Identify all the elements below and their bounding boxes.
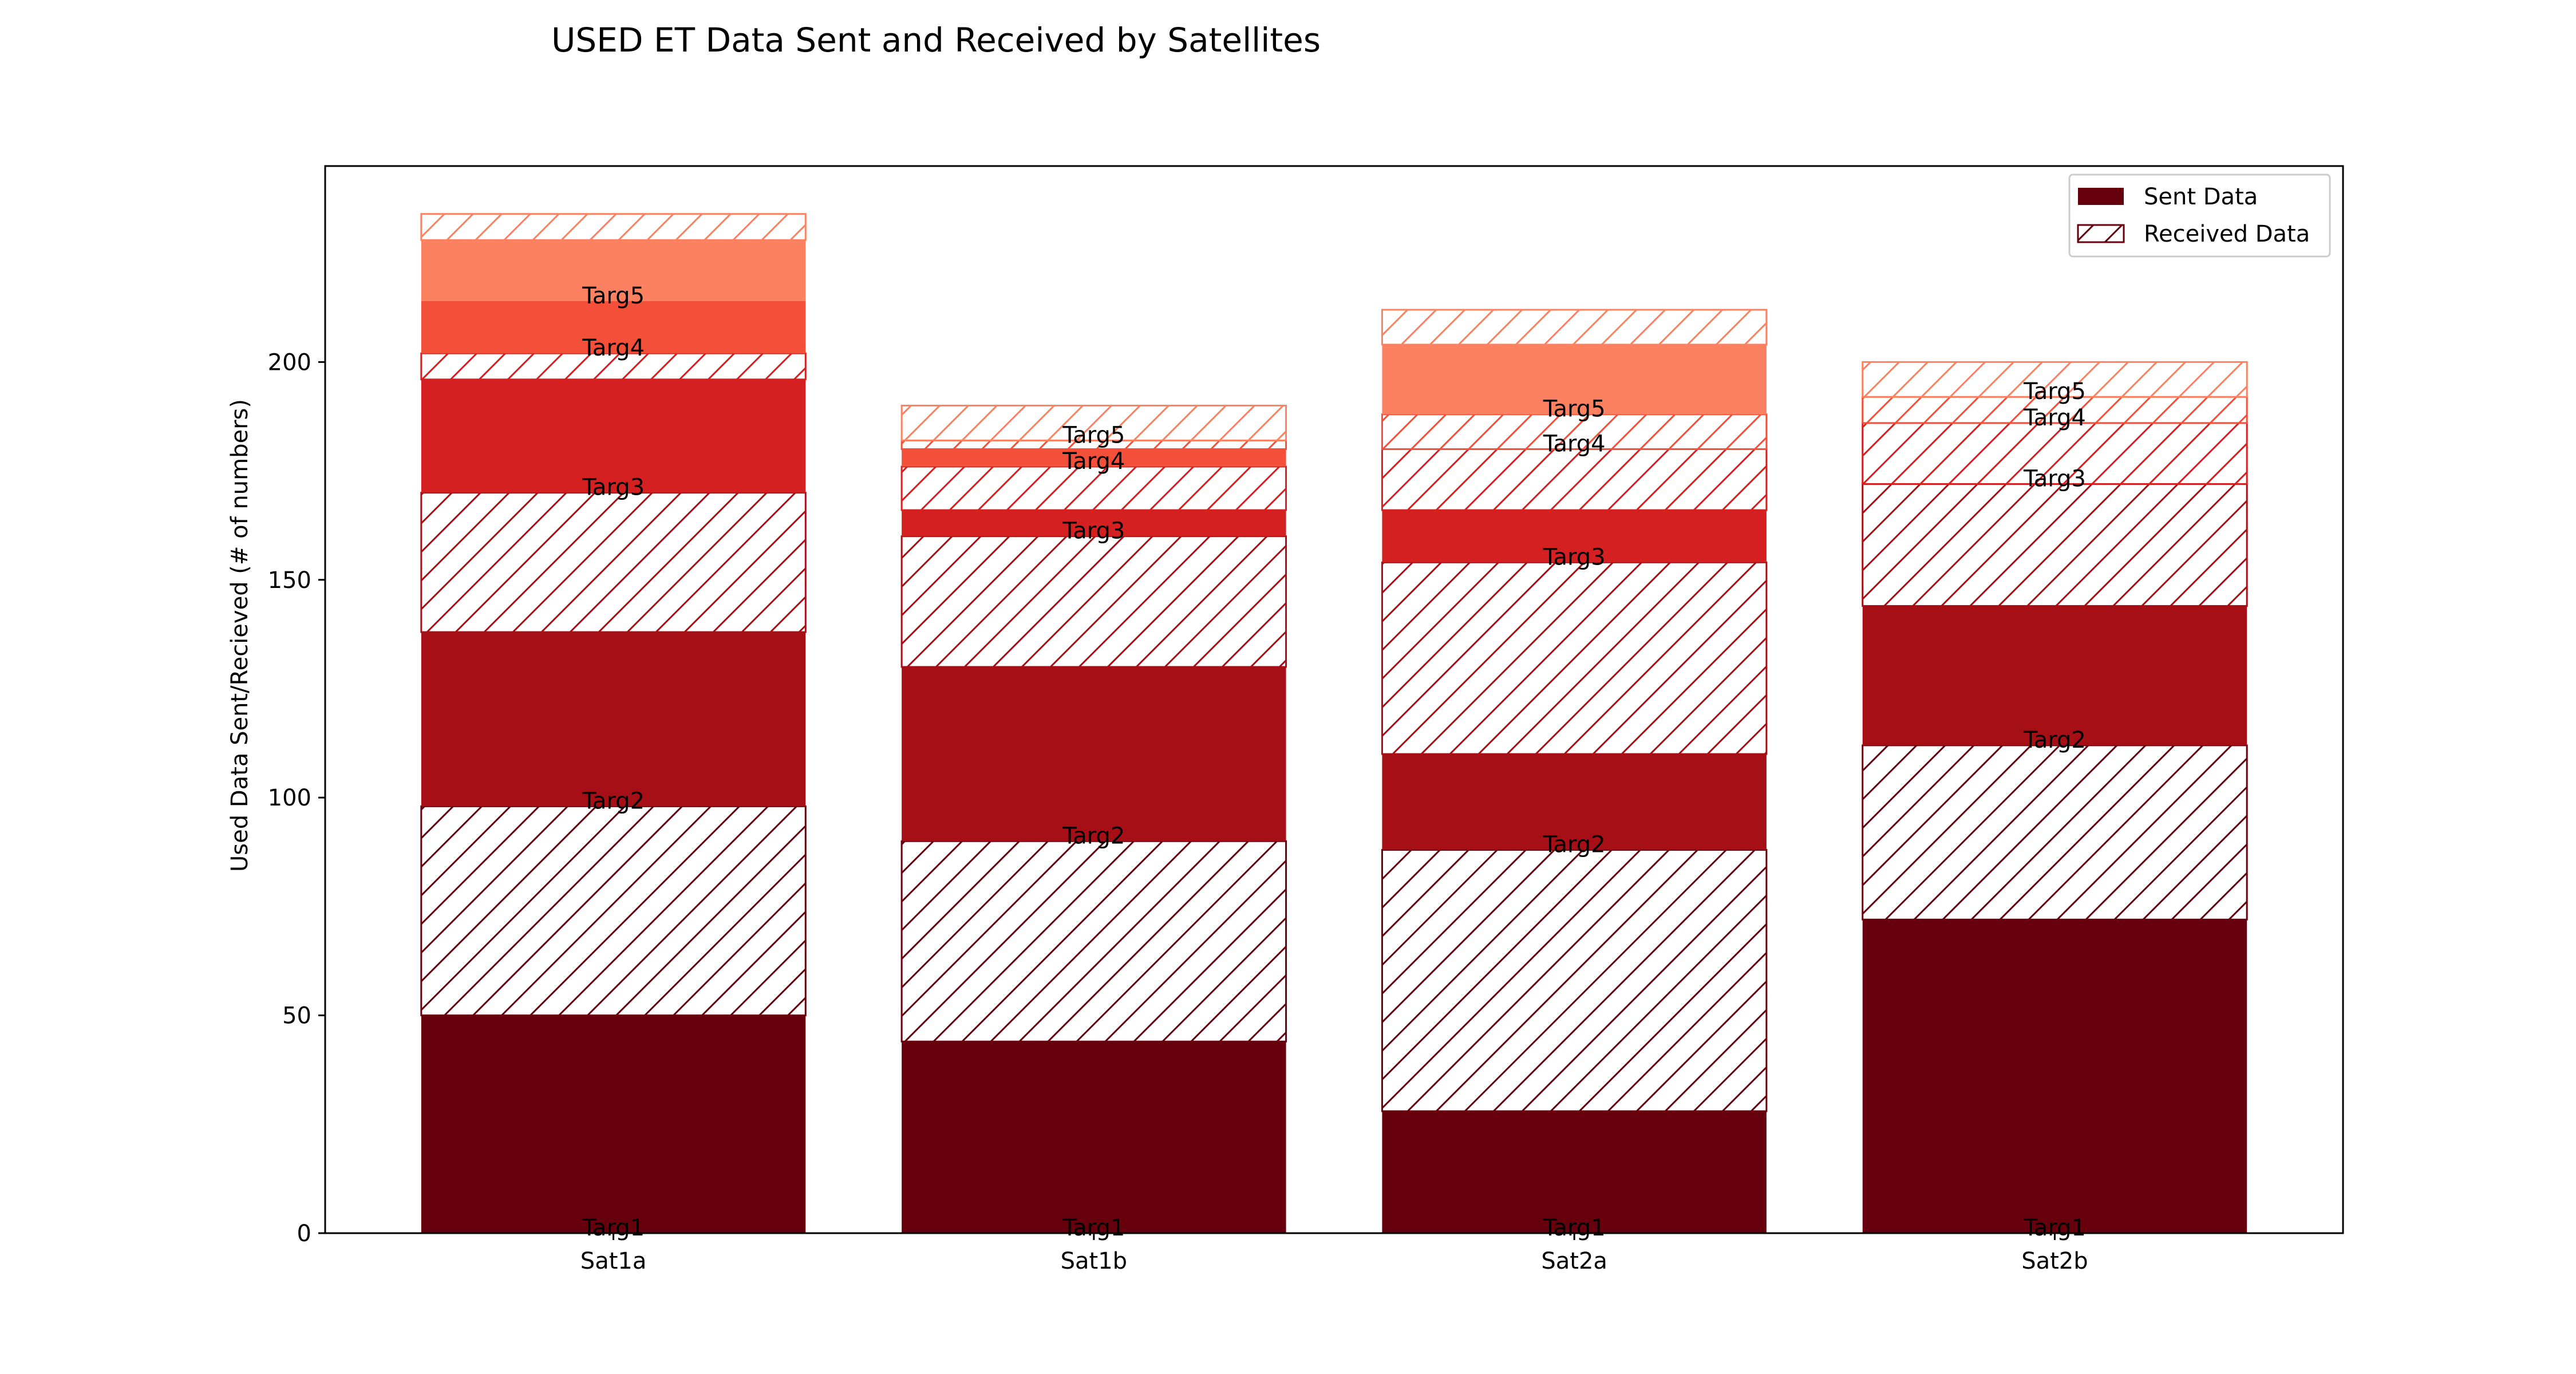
y-tick-label: 100 (268, 785, 311, 811)
bar-received-sat2a-targ3 (1381, 448, 1768, 511)
legend-label-received: Received Data (2144, 221, 2310, 247)
segment-label-sat2b-targ2: Targ2 (2023, 727, 2086, 753)
bar-sent-sat1b-targ3 (902, 510, 1286, 536)
segment-label-sat2a-targ2: Targ2 (1543, 831, 1606, 858)
bars-group (420, 213, 2248, 1233)
bar-sent-sat1a-targ1 (421, 1015, 806, 1233)
bar-sent-sat2a-targ5 (1382, 344, 1767, 414)
bar-received-sat2b-targ1 (1862, 744, 2248, 921)
bar-sent-sat1a-targ2 (421, 632, 806, 807)
legend-swatch-received (2077, 224, 2125, 243)
bar-received-sat2a-targ4 (1381, 413, 1768, 451)
bar-sent-sat2a-targ1 (1382, 1111, 1767, 1233)
bar-received-sat2a-targ1 (1381, 848, 1768, 1112)
bar-received-sat1a-targ5 (420, 213, 807, 241)
segment-label-sat1b-targ3: Targ3 (1062, 518, 1125, 544)
bar-received-sat1b-targ1 (900, 840, 1287, 1043)
bar-sent-sat2b-targ2 (1862, 606, 2247, 745)
legend-swatch-sent (2078, 188, 2124, 205)
bar-received-sat1a-targ1 (420, 805, 807, 1017)
bar-received-sat1b-targ2 (900, 535, 1287, 668)
segment-label-sat1a-targ2: Targ2 (582, 788, 645, 814)
segment-label-sat2a-targ5: Targ5 (1543, 396, 1606, 423)
bar-received-sat2a-targ2 (1381, 561, 1768, 755)
x-axis: Sat1a Sat1b Sat2a Sat2b (580, 1233, 2088, 1274)
segment-labels-group: Targ1Targ2Targ3Targ4Targ5Targ1Targ2Targ3… (582, 283, 2086, 1241)
bar-received-sat2b-targ2 (1862, 483, 2248, 607)
segment-label-sat1b-targ2: Targ2 (1062, 823, 1125, 849)
x-tick-label-sat2b: Sat2b (2021, 1248, 2088, 1274)
bar-received-sat2a-targ5 (1381, 309, 1768, 346)
bar-received-sat1a-targ2 (420, 492, 807, 633)
plot-frame (324, 165, 2344, 1234)
segment-label-sat2b-targ4: Targ4 (2023, 405, 2086, 431)
y-tick-label: 200 (268, 349, 311, 376)
chart-title: USED ET Data Sent and Received by Satell… (551, 21, 1321, 60)
segment-label-sat1a-targ5: Targ5 (582, 283, 645, 309)
bar-received-sat1b-targ5 (900, 404, 1287, 441)
segment-label-sat1b-targ4: Targ4 (1062, 448, 1125, 475)
bar-sent-sat1a-targ5 (421, 240, 806, 301)
x-tick-label-sat1b: Sat1b (1061, 1248, 1127, 1274)
segment-label-sat2a-targ4: Targ4 (1543, 431, 1606, 457)
y-axis-title: Used Data Sent/Recieved (# of numbers) (227, 399, 253, 872)
y-tick-label: 150 (268, 567, 311, 594)
y-tick-label: 50 (282, 1003, 311, 1029)
segment-label-sat2a-targ3: Targ3 (1543, 544, 1606, 570)
y-axis: 0 50 100 150 200 (268, 349, 325, 1247)
segment-label-sat2b-targ3: Targ3 (2023, 465, 2086, 492)
segment-label-sat2b-targ5: Targ5 (2023, 378, 2086, 405)
y-tick-label: 0 (297, 1221, 311, 1247)
bar-sent-sat2a-targ2 (1382, 754, 1767, 850)
bar-sent-sat2a-targ3 (1382, 510, 1767, 563)
segment-label-sat1a-targ3: Targ3 (582, 475, 645, 501)
segment-label-sat1a-targ4: Targ4 (582, 335, 645, 361)
segment-label-sat1b-targ5: Targ5 (1062, 422, 1125, 448)
x-tick-label-sat2a: Sat2a (1541, 1248, 1607, 1274)
bar-received-sat2b-targ3 (1862, 422, 2248, 485)
bar-sent-sat1a-targ4 (421, 301, 806, 354)
bar-received-sat1a-targ3 (420, 352, 807, 381)
legend-label-sent: Sent Data (2144, 184, 2258, 210)
bar-sent-sat1b-targ1 (902, 1041, 1286, 1233)
bar-sent-sat1b-targ2 (902, 666, 1286, 842)
legend-frame (2068, 173, 2331, 258)
bar-sent-sat2b-targ1 (1862, 919, 2247, 1233)
bar-received-sat2b-targ5 (1862, 361, 2248, 398)
bar-sent-sat1b-targ4 (902, 449, 1286, 467)
x-tick-label-sat1a: Sat1a (580, 1248, 647, 1274)
legend: Sent Data Received Data (2068, 173, 2331, 258)
bar-sent-sat1a-targ3 (421, 379, 806, 493)
